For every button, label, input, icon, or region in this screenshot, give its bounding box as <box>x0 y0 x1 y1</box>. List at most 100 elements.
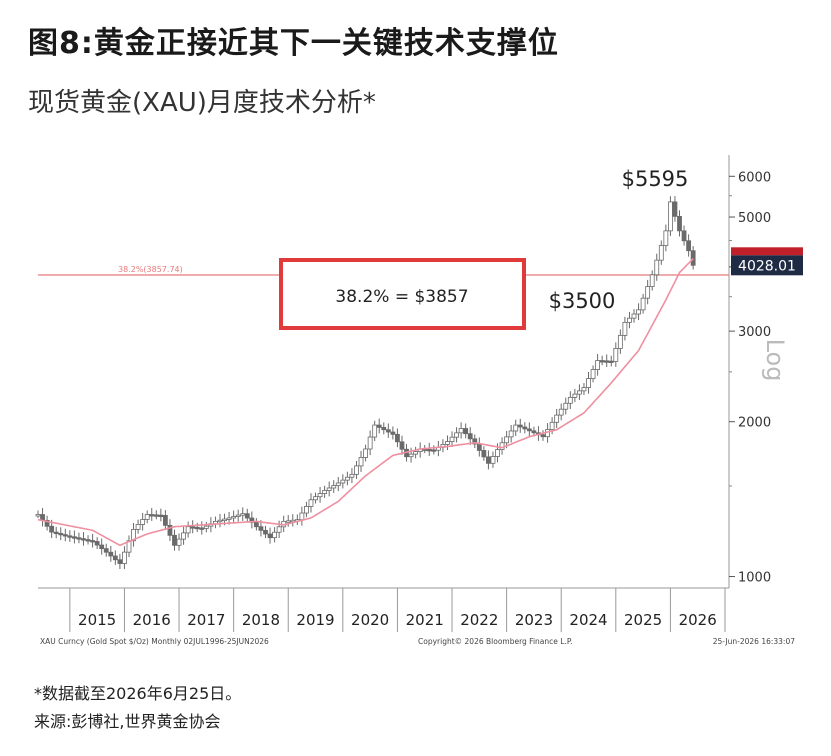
candle-body <box>385 429 391 433</box>
candle-body <box>508 430 514 438</box>
candle-body <box>263 529 268 535</box>
candle-body <box>567 396 573 404</box>
candle-body <box>53 531 59 535</box>
chart-footer-right: 25-Jun-2026 16:33:07 <box>713 637 795 646</box>
candle-body <box>122 551 127 564</box>
candle-body <box>181 532 186 540</box>
candle-body <box>645 286 651 299</box>
candle-body <box>335 482 341 486</box>
candle-body <box>563 402 569 410</box>
candle-body <box>149 514 155 517</box>
candle-body <box>531 430 537 434</box>
candle-body <box>445 441 450 445</box>
y-tick-label: 6000 <box>738 170 771 185</box>
candle-body <box>144 514 150 520</box>
candle-body <box>194 526 200 530</box>
candle-body <box>226 517 232 520</box>
candle-body <box>454 432 459 438</box>
candle-body <box>486 456 491 464</box>
candle-body <box>449 436 455 442</box>
candle-body <box>276 526 282 533</box>
x-tick-label: 2018 <box>242 611 280 629</box>
candle-body <box>112 555 118 561</box>
candle-body <box>135 524 141 530</box>
candle-body <box>467 433 473 440</box>
candle-body <box>76 537 82 540</box>
candle-body <box>681 230 687 242</box>
y-tick-label: 2000 <box>738 416 771 431</box>
candle-body <box>90 540 95 543</box>
candle-body <box>663 230 669 246</box>
candle-body <box>631 313 637 319</box>
candle-body <box>44 519 50 527</box>
candle-body <box>358 457 364 467</box>
candle-body <box>108 551 114 557</box>
candle-body <box>35 514 41 517</box>
candle-body <box>540 434 546 438</box>
candle-body <box>272 531 277 539</box>
candle-body <box>372 424 378 438</box>
candle-body <box>513 424 519 432</box>
candle-body <box>413 451 419 455</box>
candle-body <box>290 519 296 523</box>
y-tick-label: 5000 <box>738 211 771 226</box>
candle-body <box>476 443 482 451</box>
callout-box <box>279 258 526 330</box>
candle-body <box>190 526 196 529</box>
candle-body <box>481 450 487 458</box>
candle-body <box>590 369 596 379</box>
candle-body <box>522 426 528 430</box>
candle-body <box>140 519 146 525</box>
candle-body <box>267 533 273 539</box>
candle-body <box>672 201 678 217</box>
candle-body <box>408 453 414 458</box>
candle-body <box>526 428 532 432</box>
candle-body <box>94 541 100 546</box>
candle-body <box>49 525 55 533</box>
x-tick-label: 2021 <box>406 611 444 629</box>
candle-body <box>381 426 387 431</box>
candle-body <box>349 473 355 478</box>
candle-body <box>231 516 237 519</box>
candle-body <box>622 321 628 336</box>
candle-body <box>244 513 250 519</box>
candle-body <box>577 390 582 395</box>
x-tick-label: 2017 <box>187 611 225 629</box>
candle-body <box>390 431 396 435</box>
candle-body <box>85 539 91 542</box>
candle-body <box>253 521 259 528</box>
candle-body <box>67 535 73 538</box>
candle-body <box>71 536 77 539</box>
candle-body <box>176 538 182 546</box>
candle-body <box>131 528 136 542</box>
candle-body <box>153 514 159 517</box>
candle-body <box>549 421 555 430</box>
candle-body <box>495 449 500 457</box>
candle-body <box>517 424 523 428</box>
x-tick-label: 2022 <box>460 611 498 629</box>
candle-body <box>686 240 692 252</box>
candle-body <box>677 215 682 232</box>
candle-body <box>376 424 382 428</box>
candle-body <box>399 441 405 450</box>
x-tick-label: 2025 <box>624 611 662 629</box>
candle-body <box>62 534 68 537</box>
candle-body <box>558 408 564 416</box>
y-tick-label: 1000 <box>738 571 771 586</box>
candle-body <box>572 393 578 398</box>
candle-body <box>326 487 332 491</box>
chart-subtitle: 现货黄金(XAU)月度技术分析* <box>28 88 376 118</box>
candle-body <box>99 544 105 550</box>
candle-body <box>199 527 205 530</box>
fib-line-label: 38.2%(3857.74) <box>118 265 183 274</box>
fib-callout: 38.2% = $3857 <box>279 258 526 330</box>
candle-body <box>185 526 191 534</box>
chart-footer-left: XAU Curncy (Gold Spot $/Oz) Monthly 02JU… <box>40 637 269 646</box>
candle-body <box>344 476 350 481</box>
candle-body <box>613 347 619 362</box>
candle-body <box>554 414 560 423</box>
candle-body <box>340 479 346 484</box>
candle-body <box>586 378 591 388</box>
footnote: *数据截至2026年6月25日。 <box>34 684 242 703</box>
last-price-box <box>731 255 803 276</box>
